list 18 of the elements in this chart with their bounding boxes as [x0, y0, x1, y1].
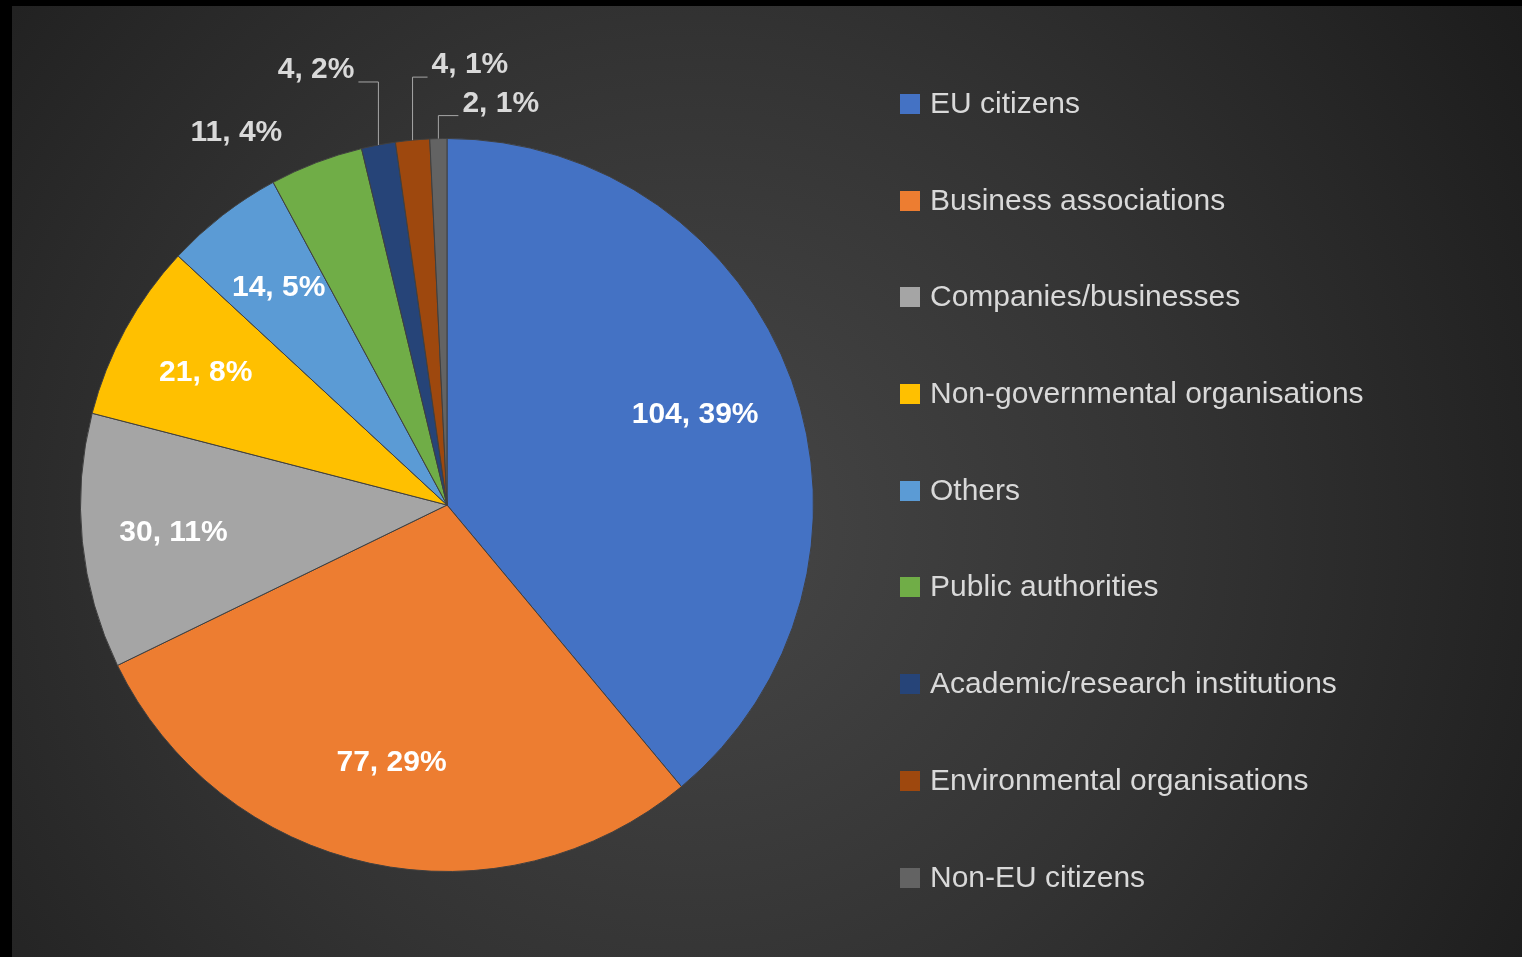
data-label: 2, 1%: [462, 84, 540, 118]
legend-label: Companies/businesses: [930, 279, 1241, 314]
data-label: 30, 11%: [119, 513, 228, 547]
legend-label: Others: [930, 472, 1021, 507]
data-label: 14, 5%: [232, 268, 326, 302]
data-label: 21, 8%: [159, 354, 253, 388]
slice-label: EU citizens: [930, 86, 1081, 120]
data-label: 104, 39%: [631, 396, 759, 430]
legend-label: Non-EU citizens: [930, 859, 1146, 894]
legend-label: Public authorities: [930, 569, 1159, 604]
data-label: 11, 4%: [190, 113, 283, 147]
data-label: 77, 29%: [336, 744, 447, 778]
data-label: 4, 1%: [431, 46, 509, 80]
data-label: 4, 2%: [277, 51, 355, 85]
legend-label: Environmental organisations: [930, 762, 1309, 797]
legend-label: Business associations: [930, 182, 1226, 217]
legend-label: Non-governmental organisations: [930, 376, 1364, 411]
legend-label: Academic/research institutions: [930, 666, 1337, 701]
